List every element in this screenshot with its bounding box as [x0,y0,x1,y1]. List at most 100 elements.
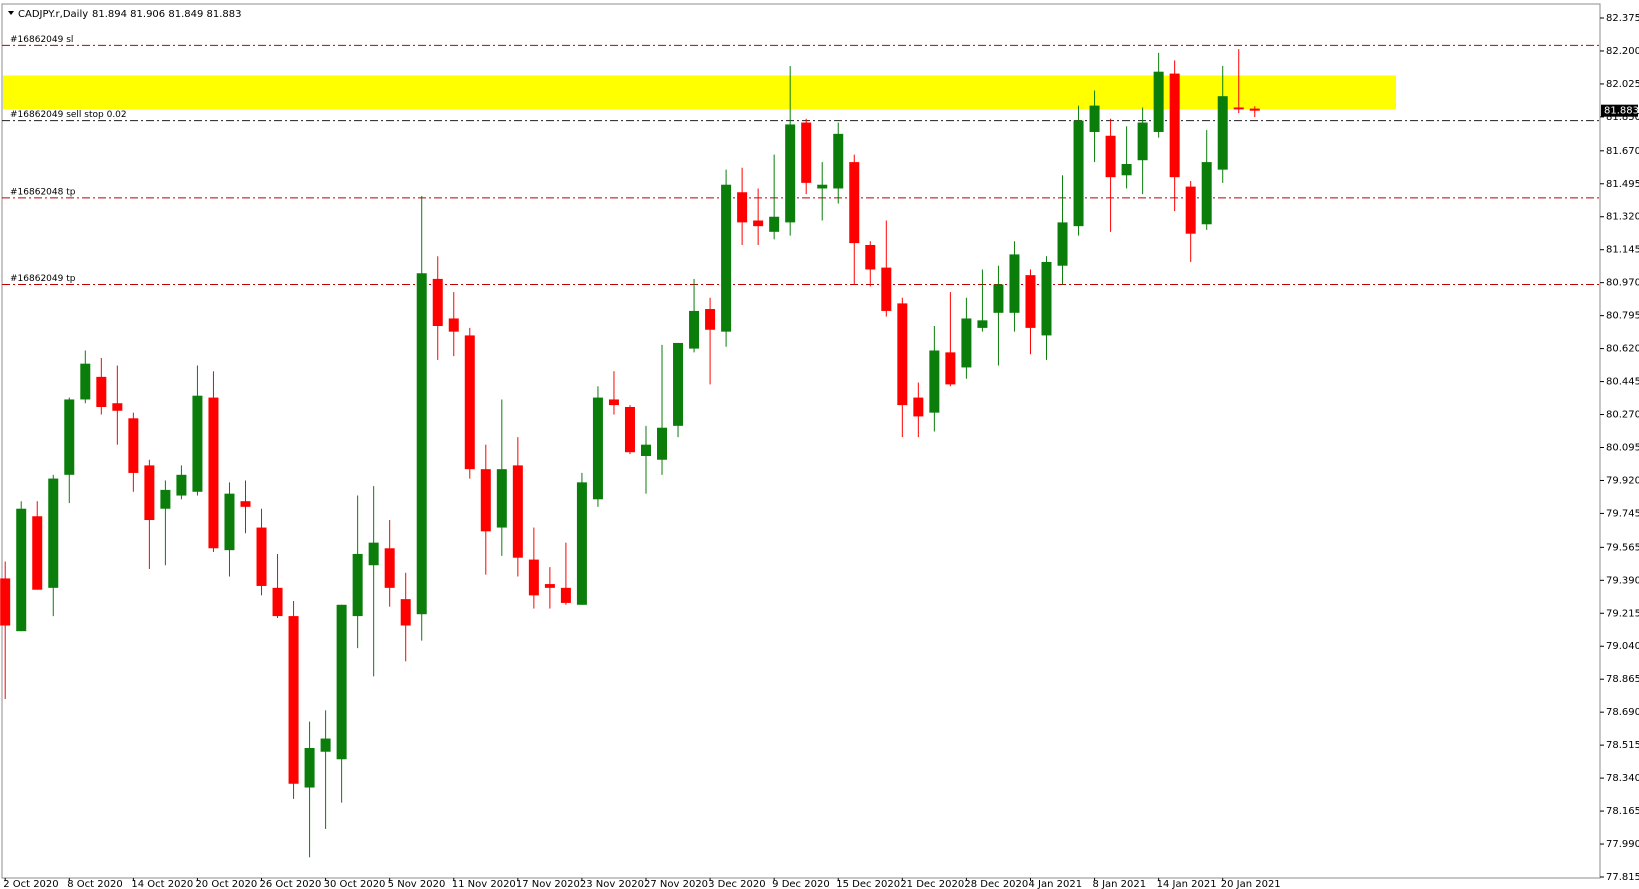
candle-body [512,465,523,558]
y-tick-label: 77.990 [1606,839,1639,850]
y-tick-label: 81.670 [1606,146,1639,157]
candle-body [16,508,27,632]
highlight-zone [3,75,1396,110]
x-tick-label: 8 Jan 2021 [1093,879,1147,889]
candle-body [769,216,780,232]
candle-body [657,427,668,460]
candle-body [801,122,812,183]
x-tick-label: 5 Nov 2020 [388,879,446,889]
candle-body [112,403,123,411]
y-tick-label: 78.515 [1606,740,1639,751]
candle-body [592,397,603,500]
x-tick-label: 30 Oct 2020 [324,879,386,889]
y-tick-label: 79.565 [1606,542,1639,553]
y-tick-label: 78.340 [1606,773,1639,784]
x-tick-label: 8 Oct 2020 [67,879,122,889]
candle-body [336,604,347,760]
x-tick-label: 9 Dec 2020 [772,879,830,889]
order-level-label: #16862049 sl [10,35,73,45]
candle-body [256,527,267,586]
candle-body [224,493,235,551]
candle-body [817,184,828,189]
y-tick-label: 77.815 [1606,872,1639,883]
x-tick-label: 23 Nov 2020 [580,879,644,889]
menu-arrow[interactable] [8,11,14,15]
y-tick-label: 80.620 [1606,344,1639,355]
candle-body [929,350,940,413]
x-tick-label: 14 Jan 2021 [1157,879,1217,889]
x-tick-label: 4 Jan 2021 [1028,879,1082,889]
order-level-label: #16862049 sell stop 0.02 [10,110,127,120]
candle-body [993,284,1004,313]
y-tick-label: 82.200 [1606,46,1639,57]
candle-body [464,335,475,470]
candle-body [1105,135,1116,178]
y-tick-label: 78.690 [1606,707,1639,718]
y-tick-label: 79.040 [1606,641,1639,652]
candle-body [641,444,651,456]
candle-body [624,406,635,453]
candle-body [448,318,459,332]
candle-body [384,548,395,588]
candle-body [977,320,988,328]
candle-body [1121,163,1132,176]
candle-body [544,584,555,588]
candle-body [1217,96,1228,170]
candle-body [176,474,187,496]
x-tick-label: 17 Nov 2020 [516,879,580,889]
x-tick-label: 20 Jan 2021 [1221,879,1281,889]
candle-body [432,278,443,326]
candle-body [192,395,203,492]
candle-body [689,310,700,349]
candle-body [32,516,43,590]
candle-body [128,418,139,473]
candle-body [576,482,587,605]
candle-body [496,469,507,528]
plot-frame [1,3,1601,879]
x-tick-label: 2 Oct 2020 [3,879,58,889]
candle-body [1025,275,1036,328]
candle-body [1137,122,1148,161]
candle-body [288,616,299,784]
x-tick-label: 26 Oct 2020 [260,879,322,889]
y-tick-label: 80.095 [1606,443,1639,454]
candle-body [528,559,539,596]
y-tick-label: 82.375 [1606,13,1639,24]
x-tick-label: 20 Oct 2020 [195,879,257,889]
y-tick-label: 79.215 [1606,608,1639,619]
order-level-label: #16862048 tp [10,187,76,197]
candle-body [1169,73,1180,178]
candle-body [945,352,956,385]
x-tick-label: 21 Dec 2020 [900,879,964,889]
candle-body [865,244,876,270]
candle-body [208,397,219,549]
candle-body [1057,222,1068,266]
y-tick-label: 81.495 [1606,179,1639,190]
candle-body [64,399,75,475]
candle-body [753,220,764,227]
y-tick-label: 79.920 [1606,475,1639,486]
candle-body [1185,186,1196,234]
candle-body [400,599,411,626]
candle-body [913,397,924,417]
candle-body [272,587,283,617]
x-tick-label: 15 Dec 2020 [836,879,900,889]
candle-body [705,309,716,330]
candle-body [560,587,571,603]
candle-body [96,376,107,407]
x-tick-label: 14 Oct 2020 [131,879,193,889]
candle-body [1233,107,1244,110]
x-tick-label: 11 Nov 2020 [452,879,516,889]
candle-body [1009,254,1020,313]
candle-body [881,267,892,311]
candle-body [833,133,844,189]
candle-body [1201,162,1212,225]
candle-body [48,478,59,588]
candle-body [240,501,251,507]
y-tick-label: 81.850 [1606,112,1639,123]
y-tick-label: 81.145 [1606,245,1639,256]
x-tick-label: 3 Dec 2020 [708,879,766,889]
order-level-label: #16862049 tp [10,274,76,284]
candle-body [320,738,331,752]
